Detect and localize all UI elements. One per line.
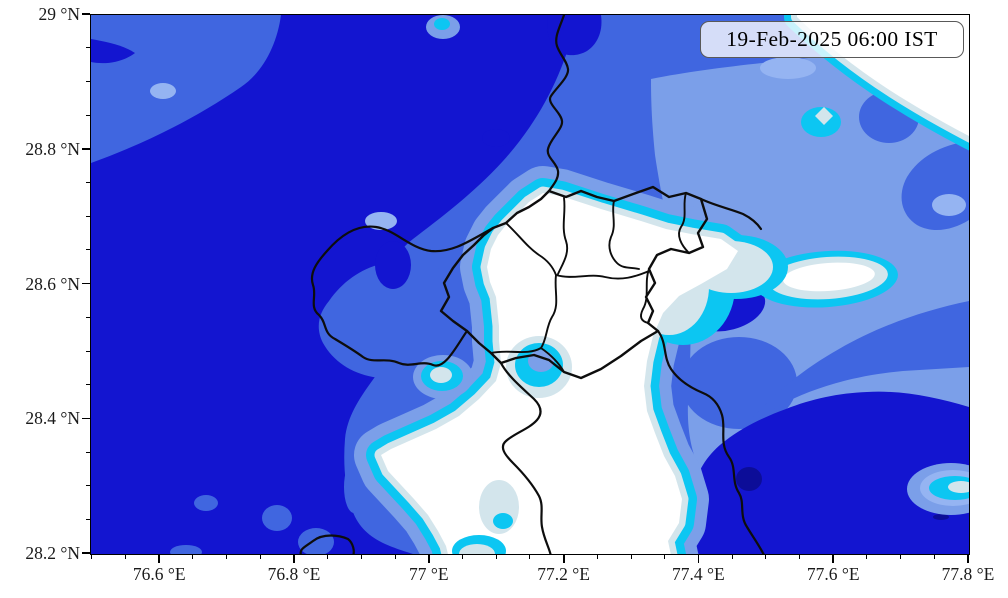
streak-white-core [783,262,875,292]
x-tick-label: 77.6 °E [806,564,860,584]
contour-cyan-spot-top [434,18,450,30]
boundary-northwest-loop [310,225,495,367]
district-line [490,274,558,354]
contour-pale-diamond [815,107,833,125]
district-line [557,197,569,275]
map-plot-area [90,14,970,555]
district-boundaries [299,15,765,554]
boundary-southwest-line [499,361,552,554]
y-tick-label: 28.2 °N [25,543,80,564]
contour-navy-dash [933,514,949,520]
x-minor-tick [394,554,396,559]
contour-royal-band-southeast [691,301,969,485]
x-minor-tick [731,554,733,559]
contour-royal-blob [298,528,334,554]
x-minor-tick [91,554,93,559]
contour-lighter-patch [932,194,966,216]
boundary-internal-districts [490,192,690,373]
weather-contour-map [91,15,969,554]
contour-dark-corner-band [91,39,135,64]
y-tick-label: 28.4 °N [25,408,80,429]
x-tick-label: 76.8 °E [267,564,321,584]
contour-dark-southeast-region [691,391,969,554]
x-minor-tick [933,554,935,559]
timestamp-box: 19-Feb-2025 06:00 IST [700,21,964,58]
x-major-tick [562,554,565,563]
timestamp-text: 19-Feb-2025 06:00 IST [726,27,938,51]
x-major-tick [427,554,430,563]
district-line [640,268,650,324]
x-major-tick [293,554,295,563]
x-major-tick [967,554,969,563]
x-minor-tick [360,554,362,559]
x-major-tick [832,554,835,563]
contour-lighter-patch-knot [365,212,397,230]
blob-pale-bottom-edge [459,544,495,554]
x-minor-tick [799,554,800,559]
x-minor-tick [596,554,598,559]
contour-dark-west-region [91,15,577,554]
contour-lighter-spot-topleft [150,83,176,99]
x-minor-tick [900,554,902,559]
y-major-tick [82,282,90,285]
contour-dark-speck [482,129,510,147]
y-tick-label: 28.6 °N [25,273,80,294]
contour-lighter-patch [760,57,816,79]
x-minor-tick [765,554,767,559]
contour-pale-core-right [948,481,969,493]
boundary-north-line [546,15,570,193]
x-tick-label: 76.6 °E [132,564,186,584]
district-line [555,270,650,280]
contour-royal-blob [194,495,218,511]
x-minor-tick [192,554,194,559]
contour-royal-blob [344,461,364,513]
x-minor-tick [259,554,261,559]
y-major-tick [82,13,90,15]
donut-pale-core [430,367,452,383]
district-line [678,192,690,254]
contour-dark-finger-bay [375,241,411,289]
contour-royal-blob [170,545,202,554]
district-line [540,347,565,373]
district-line [608,200,640,270]
x-tick-label: 77.8 °E [941,564,995,584]
x-minor-tick [327,554,329,559]
district-line [505,222,557,276]
blob-cyan-south [493,513,513,529]
boundary-northeast-stub [699,197,763,231]
x-minor-tick [630,554,632,559]
contour-navy-spot [736,467,762,491]
x-tick-label: 77 °E [409,564,449,584]
x-minor-tick [529,554,531,559]
x-tick-label: 77.2 °E [537,564,590,584]
y-tick-label: 28.8 °N [25,138,80,159]
x-major-tick [697,554,700,563]
x-minor-tick [664,554,666,559]
y-major-tick [82,417,90,420]
boundary-delhi-outline [439,185,709,380]
contour-royal-blob [262,505,292,531]
x-minor-tick [125,554,127,559]
boundary-bottom-loop [299,534,355,554]
x-major-tick [158,554,161,563]
y-major-tick [82,147,90,150]
x-minor-tick [462,554,463,559]
y-tick-label: 29 °N [38,4,80,24]
x-minor-tick [495,554,497,559]
boundary-southeast-line [656,329,765,554]
x-minor-tick [866,554,868,559]
contour-royal-bay-west [318,261,476,379]
x-minor-tick [226,554,228,559]
y-major-tick [82,552,90,555]
contour-white-streak-east [754,250,898,308]
x-tick-label: 77.4 °E [672,564,725,584]
